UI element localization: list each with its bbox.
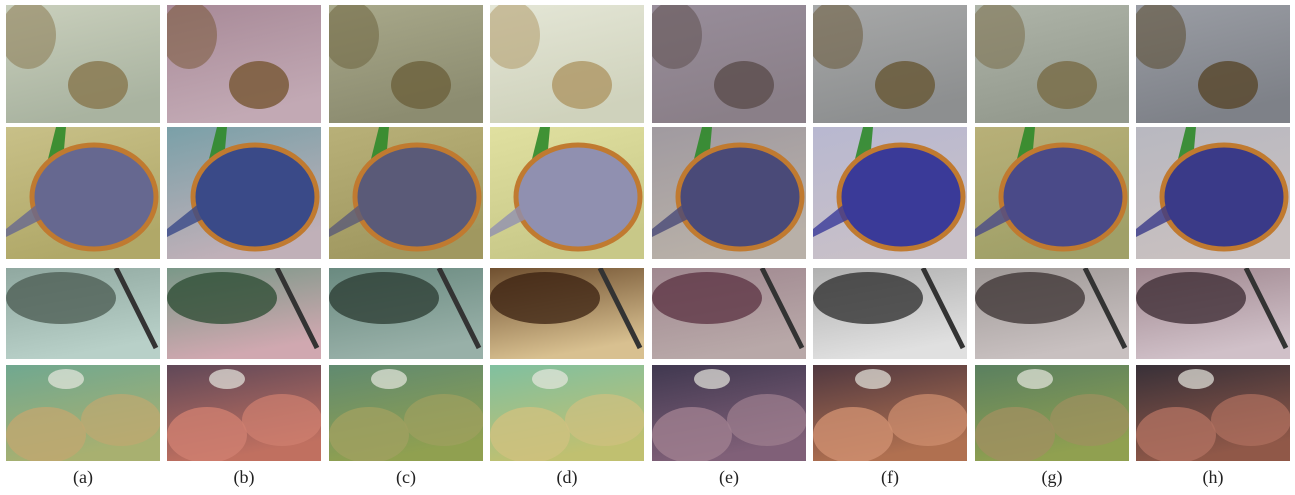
image-tile <box>490 127 644 259</box>
image-tile <box>813 365 968 463</box>
image-tile <box>6 365 161 463</box>
coral-right <box>404 394 484 446</box>
fish <box>855 369 891 389</box>
image-tile <box>323 1 483 123</box>
rock-cluster <box>1136 272 1246 324</box>
coral-left <box>167 407 247 463</box>
rock-cluster <box>813 272 923 324</box>
stingray-body <box>32 145 156 249</box>
coral-left <box>1136 407 1216 463</box>
column-label: (c) <box>396 467 416 488</box>
column-label: (g) <box>1042 467 1063 488</box>
fish <box>694 369 730 389</box>
image-tile <box>167 365 322 463</box>
coral-right <box>1050 394 1130 446</box>
fish <box>48 369 84 389</box>
rock-cluster <box>167 272 277 324</box>
image-tile <box>652 365 807 463</box>
coral-left <box>652 407 732 463</box>
image-tile <box>652 268 806 359</box>
image-tile <box>329 365 484 463</box>
image-tile <box>6 127 160 259</box>
coral-patch <box>969 1 1025 69</box>
image-tile <box>975 365 1130 463</box>
stingray-body <box>1162 145 1286 249</box>
image-tile <box>484 1 644 123</box>
stingray-body <box>516 145 640 249</box>
image-tile <box>329 127 483 259</box>
image-tile <box>1136 127 1290 259</box>
image-tile <box>6 268 160 359</box>
image-tile <box>975 268 1129 359</box>
fish <box>532 369 568 389</box>
column-label: (h) <box>1203 467 1224 488</box>
fish <box>371 369 407 389</box>
rock <box>391 61 451 109</box>
coral-left <box>6 407 86 463</box>
column-label: (e) <box>719 467 739 488</box>
stingray-body <box>839 145 963 249</box>
rock-cluster <box>652 272 762 324</box>
column-label: (d) <box>557 467 578 488</box>
coral-right <box>242 394 322 446</box>
coral-left <box>490 407 570 463</box>
image-tile <box>329 268 483 359</box>
rock-cluster <box>6 272 116 324</box>
rock-cluster <box>490 272 600 324</box>
image-tile <box>813 127 967 259</box>
coral-patch <box>0 1 56 69</box>
column-label: (a) <box>73 467 93 488</box>
column-label: (b) <box>234 467 255 488</box>
image-tile <box>1136 268 1290 359</box>
rock <box>229 61 289 109</box>
fish <box>1178 369 1214 389</box>
rock <box>1198 61 1258 109</box>
image-tile <box>161 1 321 123</box>
rock <box>552 61 612 109</box>
stingray-body <box>193 145 317 249</box>
coral-right <box>1211 394 1291 446</box>
coral-patch <box>323 1 379 69</box>
rock <box>68 61 128 109</box>
image-tile <box>807 1 967 123</box>
figure: (a) (b) (c) (d) (e) (f) (g) (h) <box>0 0 1295 495</box>
coral-patch <box>646 1 702 69</box>
image-tile <box>0 1 160 123</box>
image-tile <box>167 268 321 359</box>
image-tile <box>490 365 645 463</box>
coral-patch <box>807 1 863 69</box>
coral-left <box>975 407 1055 463</box>
page: (a)(b)(c)(d)(e)(f)(g)(h) (() => { const … <box>0 0 1295 495</box>
coral-right <box>565 394 645 446</box>
fish <box>209 369 245 389</box>
stingray-body <box>355 145 479 249</box>
coral-right <box>81 394 161 446</box>
rock <box>875 61 935 109</box>
image-tile <box>1136 365 1291 463</box>
image-tile <box>975 127 1129 259</box>
stingray-body <box>1001 145 1125 249</box>
image-tile <box>1130 1 1290 123</box>
stingray-body <box>678 145 802 249</box>
rock-cluster <box>329 272 439 324</box>
coral-left <box>329 407 409 463</box>
fish <box>1017 369 1053 389</box>
coral-patch <box>484 1 540 69</box>
image-tile <box>646 1 806 123</box>
rock <box>714 61 774 109</box>
coral-patch <box>1130 1 1186 69</box>
coral-left <box>813 407 893 463</box>
coral-right <box>727 394 807 446</box>
image-tile <box>167 127 321 259</box>
image-tile <box>652 127 806 259</box>
rock <box>1037 61 1097 109</box>
image-tile <box>490 268 644 359</box>
image-tile <box>813 268 967 359</box>
rock-cluster <box>975 272 1085 324</box>
column-label: (f) <box>881 467 899 488</box>
coral-right <box>888 394 968 446</box>
coral-patch <box>161 1 217 69</box>
image-tile <box>969 1 1129 123</box>
